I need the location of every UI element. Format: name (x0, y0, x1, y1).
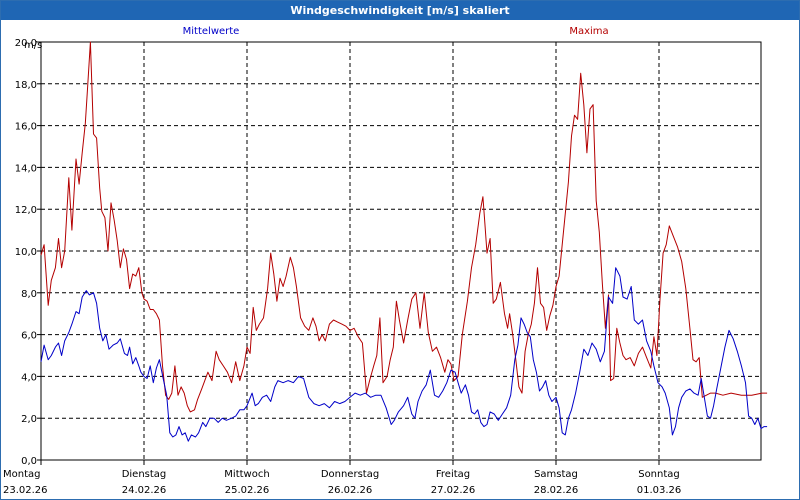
series-lines (40, 41, 768, 442)
y-tick-label: 8,0 (21, 289, 37, 300)
y-tick-label: 10,0 (15, 247, 37, 258)
grid (41, 41, 761, 460)
window-title: Windgeschwindigkeit [m/s] skaliert (1, 1, 799, 20)
y-tick-label: 20,0 (15, 38, 37, 49)
y-tick-label: 14,0 (15, 163, 37, 174)
x-tick-weekday: Dienstag (122, 469, 167, 480)
series-line-maxima (40, 41, 768, 413)
y-tick-label: 0,0 (21, 456, 37, 467)
y-axis-label: m/s (24, 40, 42, 51)
x-tick-weekday: Donnerstag (321, 469, 379, 480)
y-tick-label: 4,0 (21, 372, 37, 383)
x-tick-date: 01.03.26 (637, 485, 682, 496)
legend-mittelwerte: Mittelwerte (183, 26, 240, 37)
y-axis-ticks: 0,0 2,0 4,0 6,0 8,0 10,0 12,0 14,0 16,0 18,0 20,0 (15, 38, 41, 467)
y-tick-label: 16,0 (15, 122, 37, 133)
x-tick-date: 27.02.26 (431, 485, 476, 496)
x-tick-date: 26.02.26 (328, 485, 373, 496)
legend-maxima: Maxima (569, 26, 608, 37)
y-tick-label: 2,0 (21, 414, 37, 425)
x-tick-date: 24.02.26 (122, 485, 167, 496)
y-tick-label: 18,0 (15, 80, 37, 91)
x-tick-weekday: Samstag (534, 469, 578, 480)
x-tick-date: 28.02.26 (534, 485, 579, 496)
x-tick-weekday: Montag (3, 469, 40, 480)
x-tick-date: 25.02.26 (225, 485, 270, 496)
series-line-mittelwerte (40, 267, 768, 442)
x-tick-weekday: Sonntag (638, 469, 680, 480)
y-tick-label: 6,0 (21, 331, 37, 342)
x-axis-ticks: Montag 23.02.26 Dienstag 24.02.26 Mittwoch 25… (3, 460, 681, 496)
x-tick-weekday: Freitag (436, 469, 470, 480)
y-tick-label: 12,0 (15, 205, 37, 216)
wind-speed-chart: 0,02,04,06,08,010,012,014,016,018,020,0 … (3, 26, 768, 496)
x-tick-weekday: Mittwoch (224, 469, 269, 480)
x-tick-date: 23.02.26 (3, 485, 48, 496)
